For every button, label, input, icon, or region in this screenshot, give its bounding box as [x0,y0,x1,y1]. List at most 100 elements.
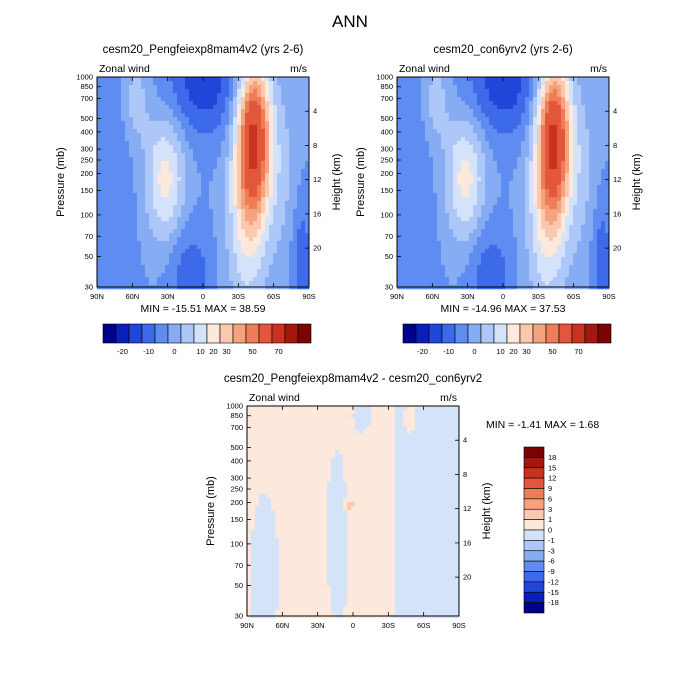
x-tick-label: 60N [125,292,139,301]
colorbar-label: 10 [496,347,504,356]
y-tick-label: 200 [80,169,93,178]
min-max-stats: MIN = -1.41 MAX = 1.68 [486,419,599,431]
colorbar-swatch [258,323,273,344]
colorbar-swatch [523,529,545,541]
y-tick-label: 300 [230,474,243,483]
y-tick-label: 100 [80,210,93,219]
x-tick-label: 90N [90,292,104,301]
colorbar-label: 70 [574,347,582,356]
y-tick-label: 50 [385,252,393,261]
y-tick-label: 300 [380,145,393,154]
colorbar-label: 18 [548,453,556,462]
y-tick-label: 200 [230,498,243,507]
y-tick-label: 30 [235,612,243,621]
colorbar-label: -9 [548,567,555,576]
colorbar-swatch [441,323,456,344]
colorbar-label: 6 [548,494,552,503]
colorbar-label: -12 [548,577,559,586]
colorbar-swatch [271,323,286,344]
x-tick-label: 30S [382,621,395,630]
contour-fill [247,406,460,619]
colorbar-label: -20 [417,347,428,356]
x-tick-label: 0 [351,621,355,630]
y-tick-label: 850 [380,82,393,91]
panel-subtitle: cesm20_con6yrv2 (yrs 2-6) [433,44,572,56]
y-tick-label: 150 [380,186,393,195]
panel-1: cesm20_Pengfeiexp8mam4v2 (yrs 2-6) Zonal … [55,44,343,315]
colorbar-swatch [523,477,545,489]
x-tick-label: 0 [201,292,205,301]
x-tick-label: 90S [302,292,315,301]
x-tick-label: 30N [461,292,475,301]
colorbar-swatch [523,571,545,583]
colorbar-label: 3 [548,505,552,514]
colorbar-label: 70 [274,347,282,356]
colorbar-swatch [206,323,221,344]
colorbar-label: 12 [548,474,556,483]
y2-axis-label: Height (km) [631,154,643,211]
y2-axis-label: Height (km) [331,154,343,211]
height-tick-label: 8 [463,470,467,479]
y-tick-label: 100 [230,539,243,548]
colorbar-label: 9 [548,484,552,493]
colorbar-swatch [415,323,430,344]
x-tick-label: 30N [161,292,175,301]
left-label: Zonal wind [249,392,300,404]
colorbar-label: -3 [548,546,555,555]
right-label: m/s [440,392,457,404]
colorbar-label: -18 [548,598,559,607]
colorbar-label: 50 [548,347,556,356]
colorbar-swatch [284,323,299,344]
colorbar-swatch [506,323,521,344]
colorbar-swatch [523,550,545,562]
colorbar-swatch [523,602,545,614]
colorbar-horizontal-1: -20 -10 0 10 20 30 50 70 [102,323,312,356]
colorbar-label: 20 [509,347,517,356]
y-tick-label: 850 [230,411,243,420]
colorbar-label: 30 [522,347,530,356]
y-tick-label: 70 [385,232,393,241]
height-tick-label: 4 [313,107,317,116]
colorbar-label: -15 [548,588,559,597]
colorbar-swatch [523,488,545,500]
x-tick-label: 30S [532,292,545,301]
y-tick-label: 500 [230,443,243,452]
height-tick-label: 16 [613,209,621,218]
y-tick-label: 50 [235,581,243,590]
height-tick-label: 12 [463,504,471,513]
y-tick-label: 400 [230,456,243,465]
height-tick-label: 12 [313,175,321,184]
y-axis-label: Pressure (mb) [55,147,67,217]
y-tick-label: 150 [230,515,243,524]
y-tick-label: 100 [380,210,393,219]
right-label: m/s [290,63,307,75]
y-tick-label: 1000 [226,402,243,411]
y-tick-label: 400 [380,127,393,136]
panel-subtitle: cesm20_Pengfeiexp8mam4v2 - cesm20_con6yr… [224,373,482,385]
colorbars: -20 -10 0 10 20 30 50 70 -20 -10 0 10 20 30 50 70181512… [102,323,612,614]
colorbar-label: -6 [548,557,555,566]
colorbar-label: 1 [548,515,552,524]
y-tick-label: 1000 [376,73,393,82]
height-tick-label: 16 [463,538,471,547]
x-tick-label: 60N [425,292,439,301]
height-tick-label: 20 [613,244,621,253]
colorbar-label: 15 [548,463,556,472]
colorbar-swatch [523,508,545,520]
height-tick-label: 8 [313,141,317,150]
y-tick-label: 500 [380,114,393,123]
colorbar-swatch [297,323,312,344]
right-label: m/s [590,63,607,75]
colorbar-swatch [558,323,573,344]
y-tick-label: 30 [385,283,393,292]
y-tick-label: 30 [85,283,93,292]
y-tick-label: 700 [230,423,243,432]
x-tick-label: 90S [452,621,465,630]
colorbar-swatch [232,323,247,344]
y-axis-label: Pressure (mb) [205,476,217,546]
x-tick-label: 0 [501,292,505,301]
y-tick-label: 1000 [76,73,93,82]
colorbar-swatch [523,446,545,458]
colorbar-swatch [523,519,545,531]
